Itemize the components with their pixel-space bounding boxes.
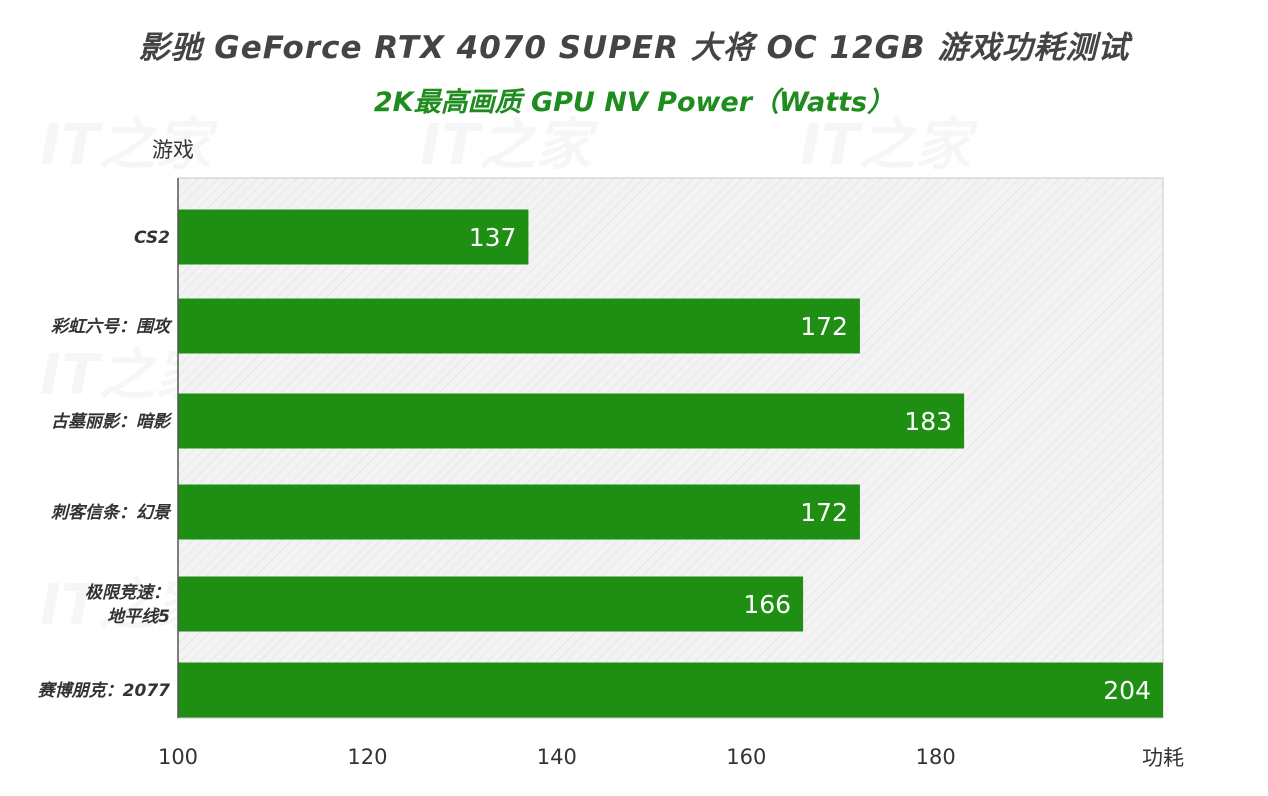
bar (178, 298, 860, 354)
bar (178, 484, 860, 540)
category-label: 极限竞速：地平线5 (85, 583, 170, 627)
x-axis-label: 功耗 (1142, 746, 1184, 770)
data-label: 166 (743, 590, 791, 619)
data-label: 204 (1103, 676, 1151, 705)
bar (178, 209, 529, 265)
bar (178, 662, 1163, 718)
category-label: CS2 (134, 228, 170, 248)
chart-title: 影驰 GeForce RTX 4070 SUPER 大将 OC 12GB 游戏功… (138, 30, 1130, 66)
category-label: 古墓丽影：暗影 (51, 412, 173, 432)
data-label: 172 (800, 312, 848, 341)
x-tick-label: 180 (916, 745, 956, 769)
data-label: 183 (904, 407, 952, 436)
category-label: 彩虹六号：围攻 (51, 317, 173, 337)
y-axis-label: 游戏 (152, 138, 194, 162)
chart-subtitle: 2K最高画质 GPU NV Power（Watts） (373, 87, 895, 118)
category-label: 刺客信条：幻景 (51, 503, 172, 523)
bar (178, 393, 965, 449)
x-tick-label: 140 (537, 745, 577, 769)
category-label: 赛博朋克：2077 (38, 681, 170, 701)
bar (178, 576, 804, 632)
data-label: 172 (800, 498, 848, 527)
data-label: 137 (469, 223, 517, 252)
x-tick-label: 120 (347, 745, 387, 769)
x-tick-label: 160 (726, 745, 766, 769)
x-tick-label: 100 (158, 745, 198, 769)
